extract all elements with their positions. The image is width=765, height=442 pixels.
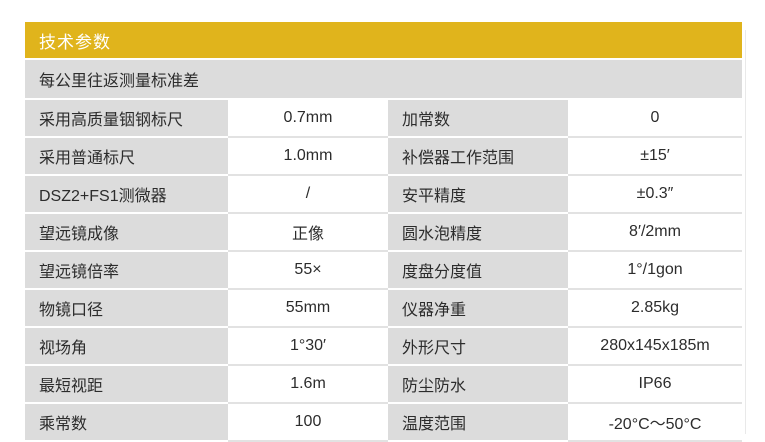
spec-table-body: 每公里往返测量标准差 采用高质量铟钢标尺 0.7mm 加常数 0 采用普通标尺 1.0mm… bbox=[25, 60, 743, 442]
spec-value: 100 bbox=[228, 404, 388, 442]
spec-row: 望远镜倍率 55× 度盘分度值 1°/1gon bbox=[25, 252, 743, 290]
spec-value: 0.7mm bbox=[228, 100, 388, 138]
spec-value: 0 bbox=[568, 100, 743, 138]
spec-label: 仪器净重 bbox=[388, 290, 568, 328]
spec-label: 乘常数 bbox=[25, 404, 228, 442]
spec-label: 安平精度 bbox=[388, 176, 568, 214]
spec-value: 1.0mm bbox=[228, 138, 388, 176]
spec-value: ±15′ bbox=[568, 138, 743, 176]
spec-value: 正像 bbox=[228, 214, 388, 252]
spec-table: 每公里往返测量标准差 采用高质量铟钢标尺 0.7mm 加常数 0 采用普通标尺 1.0mm… bbox=[25, 60, 743, 442]
subheader-row: 每公里往返测量标准差 bbox=[25, 60, 743, 100]
section-header: 技术参数 bbox=[25, 22, 742, 58]
spec-value: ±0.3″ bbox=[568, 176, 743, 214]
spec-row: 采用普通标尺 1.0mm 补偿器工作范围 ±15′ bbox=[25, 138, 743, 176]
spec-value: IP66 bbox=[568, 366, 743, 404]
spec-label: 温度范围 bbox=[388, 404, 568, 442]
spec-label: 外形尺寸 bbox=[388, 328, 568, 366]
spec-label: 望远镜成像 bbox=[25, 214, 228, 252]
spec-row: 最短视距 1.6m 防尘防水 IP66 bbox=[25, 366, 743, 404]
spec-label: 防尘防水 bbox=[388, 366, 568, 404]
spec-row: 视场角 1°30′ 外形尺寸 280x145x185m bbox=[25, 328, 743, 366]
spec-label: 采用普通标尺 bbox=[25, 138, 228, 176]
spec-label: 最短视距 bbox=[25, 366, 228, 404]
spec-label: 采用高质量铟钢标尺 bbox=[25, 100, 228, 138]
spec-value: 55× bbox=[228, 252, 388, 290]
spec-row: 物镜口径 55mm 仪器净重 2.85kg bbox=[25, 290, 743, 328]
spec-row: 乘常数 100 温度范围 -20°C～50°C bbox=[25, 404, 743, 442]
spec-panel: 技术参数 每公里往返测量标准差 采用高质量铟钢标尺 0.7mm 加常数 0 采用普通标尺… bbox=[25, 22, 743, 442]
subheader-cell: 每公里往返测量标准差 bbox=[25, 60, 743, 100]
spec-label: 物镜口径 bbox=[25, 290, 228, 328]
spec-value: 1.6m bbox=[228, 366, 388, 404]
spec-value: 55mm bbox=[228, 290, 388, 328]
spec-row: DSZ2+FS1测微器 / 安平精度 ±0.3″ bbox=[25, 176, 743, 214]
spec-value: / bbox=[228, 176, 388, 214]
spec-label: 度盘分度值 bbox=[388, 252, 568, 290]
spec-label: 视场角 bbox=[25, 328, 228, 366]
section-title: 技术参数 bbox=[39, 32, 111, 52]
spec-label: 望远镜倍率 bbox=[25, 252, 228, 290]
spec-value: 1°30′ bbox=[228, 328, 388, 366]
spec-row: 望远镜成像 正像 圆水泡精度 8′/2mm bbox=[25, 214, 743, 252]
spec-row: 采用高质量铟钢标尺 0.7mm 加常数 0 bbox=[25, 100, 743, 138]
spec-label: 加常数 bbox=[388, 100, 568, 138]
spec-value: 8′/2mm bbox=[568, 214, 743, 252]
spec-value: 2.85kg bbox=[568, 290, 743, 328]
card-edge-divider bbox=[745, 30, 746, 434]
spec-label: DSZ2+FS1测微器 bbox=[25, 176, 228, 214]
spec-value: 280x145x185m bbox=[568, 328, 743, 366]
spec-label: 圆水泡精度 bbox=[388, 214, 568, 252]
spec-value: -20°C～50°C bbox=[568, 404, 743, 442]
spec-value: 1°/1gon bbox=[568, 252, 743, 290]
spec-label: 补偿器工作范围 bbox=[388, 138, 568, 176]
